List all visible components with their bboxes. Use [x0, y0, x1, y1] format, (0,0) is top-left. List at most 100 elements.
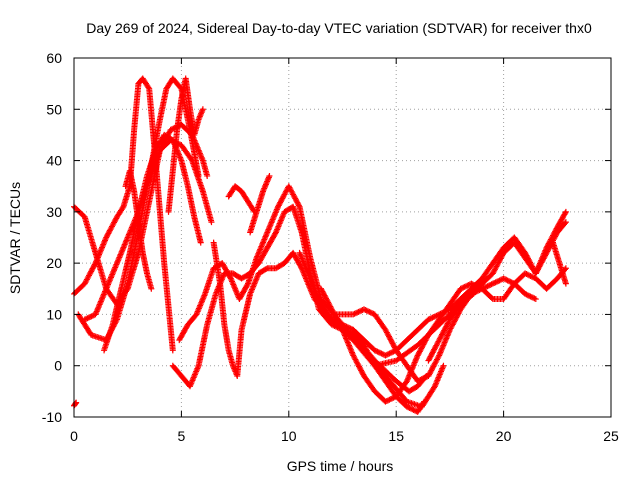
axis-ticks	[73, 57, 612, 418]
data-point	[430, 313, 437, 320]
data-point	[418, 376, 425, 383]
data-point	[497, 276, 504, 283]
data-point	[493, 278, 500, 285]
data-point	[414, 378, 421, 385]
data-point	[530, 294, 537, 301]
y-tick-label: 10	[46, 306, 62, 322]
series-arc-6	[101, 131, 204, 354]
data-point	[530, 274, 537, 281]
data-point	[420, 399, 427, 406]
data-point	[532, 296, 539, 303]
data-point	[526, 272, 533, 279]
data-point	[389, 349, 396, 356]
data-point	[477, 286, 484, 293]
data-point	[356, 308, 363, 315]
data-point	[523, 271, 530, 278]
data-point	[527, 272, 534, 279]
y-tick-label: 40	[46, 153, 62, 169]
x-tick-label: 0	[70, 428, 78, 444]
y-tick-labels: -10 0 10 20 30 40 50 60	[42, 50, 62, 425]
data-point	[374, 348, 381, 355]
data-point	[421, 374, 428, 381]
data-point	[375, 349, 382, 356]
data-point	[263, 266, 270, 273]
data-point	[378, 350, 385, 357]
series-arc-12	[225, 183, 258, 215]
data-point	[460, 284, 467, 291]
data-point	[476, 287, 483, 294]
x-tick-labels: 0 5 10 15 20 25	[70, 428, 619, 444]
data-point	[145, 84, 152, 91]
data-point	[266, 172, 273, 179]
data-point	[440, 362, 447, 369]
data-point	[473, 288, 480, 295]
data-point	[354, 309, 361, 316]
data-point	[169, 347, 176, 354]
data-point	[405, 404, 412, 411]
series-arc-14	[296, 208, 569, 359]
data-point	[84, 315, 91, 322]
data-point	[425, 316, 432, 323]
data-point	[407, 405, 414, 412]
data-point	[406, 405, 413, 412]
data-point	[369, 310, 376, 317]
data-point	[479, 285, 486, 292]
data-point	[346, 324, 353, 331]
data-point	[85, 314, 92, 321]
data-point	[434, 312, 441, 319]
data-point	[367, 309, 374, 316]
grid-lines	[74, 58, 611, 417]
data-point	[204, 172, 211, 179]
data-point	[87, 313, 94, 320]
data-point	[562, 210, 569, 217]
data-point	[88, 313, 95, 320]
data-point	[352, 310, 359, 317]
data-point	[531, 295, 538, 302]
data-point	[197, 239, 204, 246]
data-point	[365, 308, 372, 315]
data-point	[472, 288, 479, 295]
series-arc-17	[350, 326, 428, 415]
data-point	[488, 295, 495, 302]
series-arc-18	[425, 275, 539, 364]
data-point	[561, 220, 568, 227]
data-point	[385, 351, 392, 358]
data-point	[491, 280, 498, 287]
data-point	[377, 349, 384, 356]
data-point	[383, 397, 390, 404]
data-point	[526, 292, 533, 299]
data-point	[366, 308, 373, 315]
data-point	[562, 265, 569, 272]
data-point	[528, 294, 535, 301]
data-point	[421, 398, 428, 405]
data-point	[347, 325, 354, 332]
data-point	[199, 106, 206, 113]
data-point	[508, 279, 515, 286]
x-axis-label: GPS time / hours	[287, 458, 394, 474]
data-point	[562, 219, 569, 226]
data-point	[355, 308, 362, 315]
data-point	[522, 290, 529, 297]
data-point	[167, 126, 174, 133]
data-point	[480, 285, 487, 292]
data-point	[386, 350, 393, 357]
data-point	[385, 397, 392, 404]
series-arc-19	[550, 239, 569, 287]
data-point	[465, 281, 472, 288]
data-point	[244, 281, 251, 288]
data-point	[387, 396, 394, 403]
x-tick-label: 5	[178, 428, 186, 444]
data-point	[426, 315, 433, 322]
series-arc-3	[71, 75, 176, 354]
data-point	[475, 287, 482, 294]
data-point	[272, 230, 279, 237]
data-point	[483, 283, 490, 290]
data-point	[471, 289, 478, 296]
data-point	[350, 311, 357, 318]
data-point	[417, 376, 424, 383]
data-point	[501, 276, 508, 283]
data-point	[524, 292, 531, 299]
data-point	[528, 273, 535, 280]
data-point	[169, 126, 176, 133]
